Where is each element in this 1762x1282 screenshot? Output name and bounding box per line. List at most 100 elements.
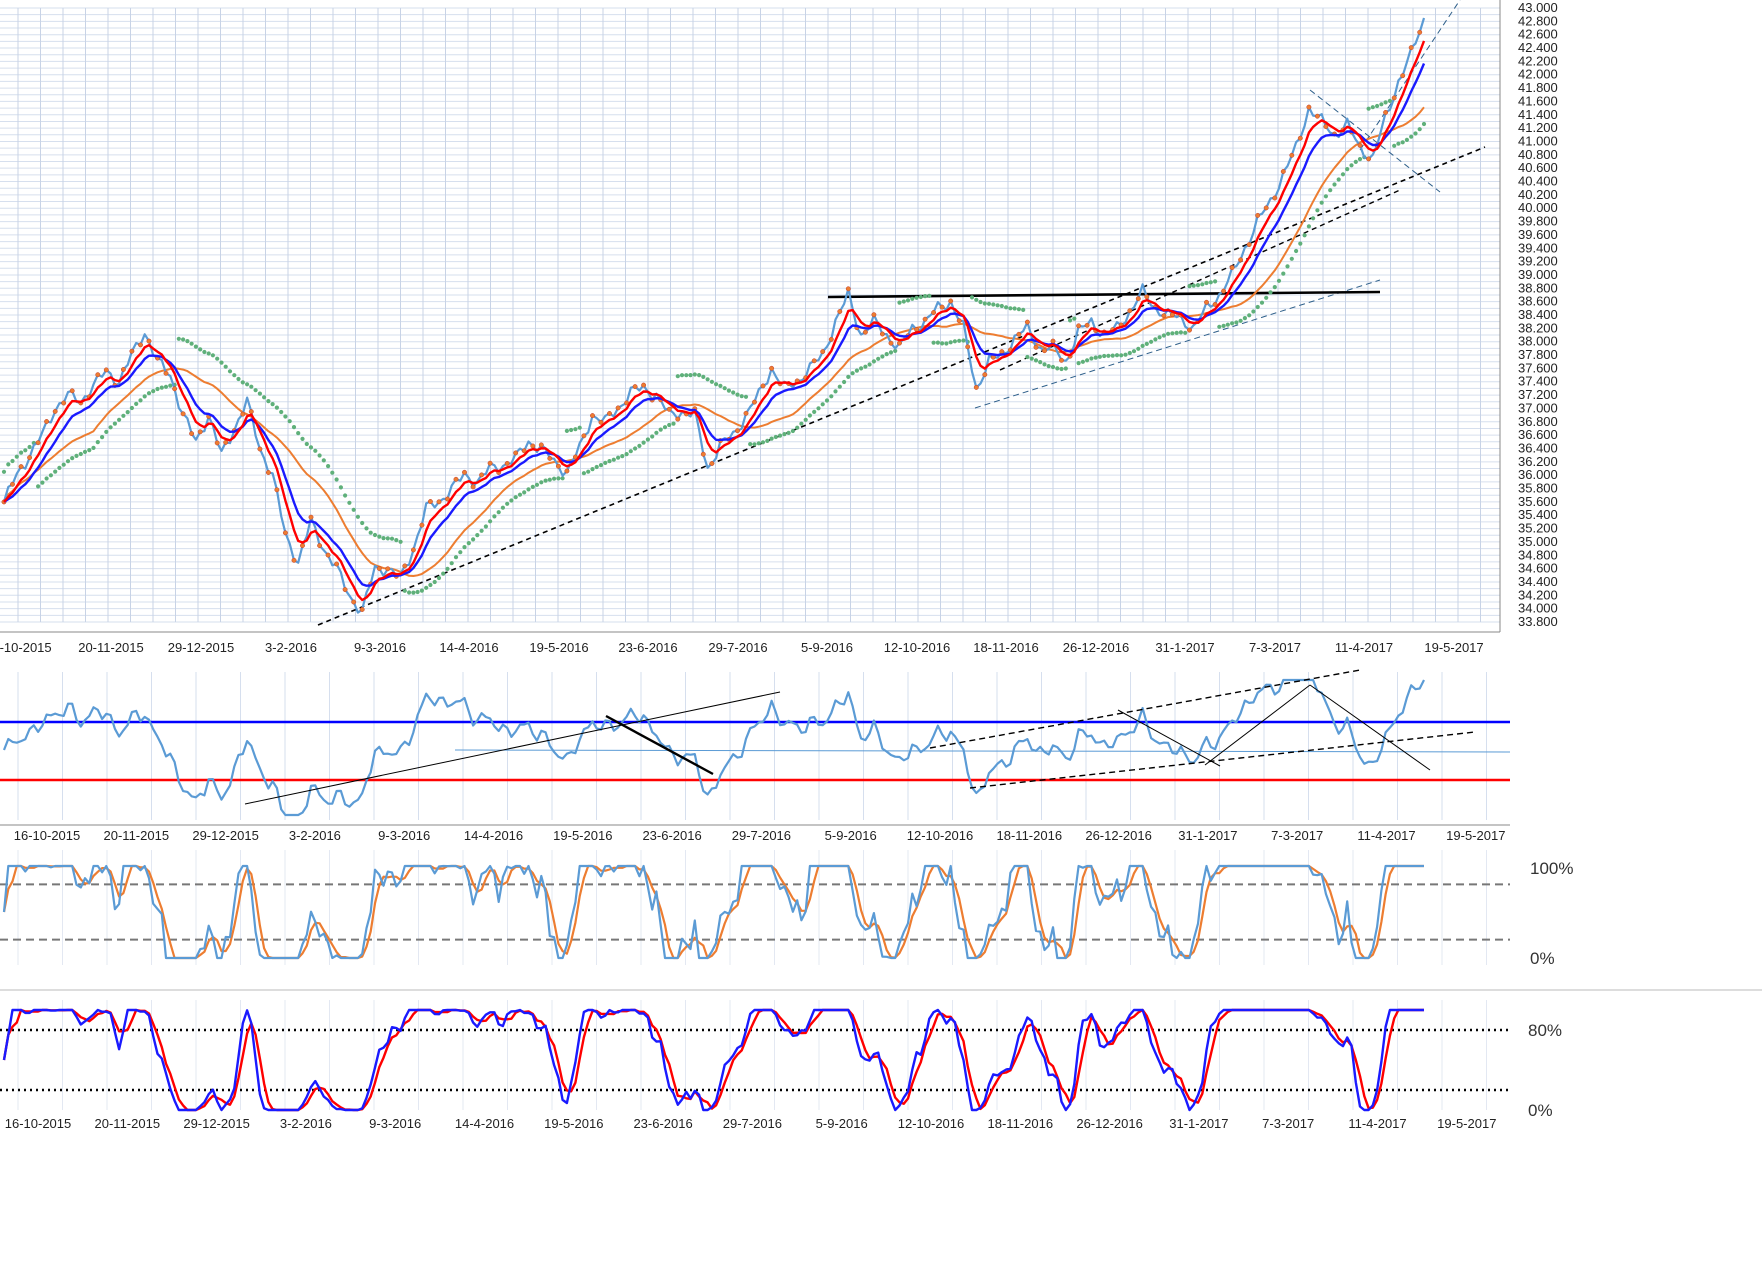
y-tick-label: 35.400 — [1518, 507, 1558, 522]
price-marker — [1400, 73, 1406, 79]
sar-dot — [726, 388, 732, 393]
sar-dot — [1059, 366, 1064, 372]
sar-dot — [415, 589, 420, 595]
sar-dot — [918, 294, 923, 300]
x-tick-label: 19-5-2017 — [1437, 1116, 1496, 1131]
price-marker — [1357, 142, 1363, 148]
sar-dot — [1345, 167, 1350, 172]
osc-trend-3 — [929, 669, 1361, 749]
sar-dot — [364, 526, 369, 531]
price-marker — [240, 411, 246, 417]
sar-dot — [1131, 349, 1137, 354]
sar-dot — [91, 445, 96, 450]
sar-dot — [279, 409, 284, 415]
sar-dot — [522, 490, 527, 495]
price-marker — [590, 413, 595, 419]
sar-dot — [564, 428, 570, 433]
sar-dot — [19, 450, 24, 455]
sar-dot — [662, 425, 668, 430]
price-marker — [479, 472, 485, 478]
x-tick-label: 11-4-2017 — [1348, 1116, 1406, 1131]
price-marker — [1212, 301, 1218, 307]
y-tick-label: 34.600 — [1518, 561, 1558, 576]
sar-dot — [151, 389, 156, 394]
trendline-lower — [974, 279, 1381, 409]
sar-dot — [215, 356, 220, 361]
price-marker — [811, 358, 817, 364]
sar-dot — [223, 364, 228, 369]
sar-dot — [714, 382, 719, 387]
sar-dot — [266, 399, 271, 404]
y-tick-label: 42.000 — [1518, 67, 1558, 82]
sar-dot — [1178, 330, 1183, 335]
sar-dot — [1161, 333, 1166, 338]
sar-dot — [27, 444, 32, 450]
price-marker — [1255, 212, 1261, 218]
sar-dot — [833, 389, 838, 394]
sar-dot — [10, 458, 15, 464]
price-marker — [700, 451, 706, 457]
sar-dot — [1166, 331, 1171, 336]
sar-dot — [402, 588, 407, 593]
sar-dot — [739, 394, 744, 399]
sar-dot — [313, 448, 318, 453]
price-marker — [666, 406, 672, 412]
sar-dot — [1102, 353, 1107, 359]
sar-dot — [846, 374, 851, 379]
price-marker — [1263, 205, 1269, 211]
price-marker — [1135, 296, 1141, 302]
sar-dot — [449, 561, 454, 566]
price-marker — [931, 310, 937, 315]
sar-dot — [556, 476, 561, 481]
sar-dot — [837, 384, 842, 389]
price-marker — [547, 455, 553, 461]
y-tick-label: 38.400 — [1518, 307, 1558, 322]
y-tick-label: 41.800 — [1518, 80, 1558, 95]
sar-dot — [475, 533, 480, 538]
sar-dot — [1119, 353, 1124, 358]
sar-dot — [888, 350, 894, 355]
sar-dot — [590, 467, 595, 472]
sar-dot — [1187, 284, 1192, 289]
sar-dot — [637, 443, 642, 448]
trendline-support — [317, 146, 1486, 626]
sar-dot — [709, 379, 715, 384]
parabolic-sar-dots — [1, 98, 1427, 595]
price-marker — [598, 419, 604, 425]
sar-dot — [304, 441, 309, 447]
sar-dot — [155, 386, 160, 392]
y-tick-label: 42.200 — [1518, 53, 1558, 68]
sar-dot — [240, 380, 245, 385]
sar-dot — [778, 433, 783, 438]
sar-dot — [419, 588, 424, 593]
price-marker — [675, 416, 681, 422]
sar-dot — [1204, 280, 1209, 286]
sar-dot — [616, 455, 621, 460]
price-marker — [1297, 135, 1303, 141]
sar-dot — [227, 369, 233, 374]
sar-dot — [479, 528, 484, 533]
y-tick-label: 35.200 — [1518, 521, 1558, 536]
x-tick-label: 18-11-2016 — [973, 640, 1039, 655]
sar-dot — [611, 457, 616, 462]
sar-dot — [620, 454, 625, 459]
sar-dot — [731, 390, 736, 395]
x-tick-label: 9-3-2016 — [378, 828, 430, 843]
sar-dot — [1268, 290, 1273, 295]
sar-dot — [121, 413, 126, 418]
sar-dot — [441, 571, 446, 576]
sar-dot — [274, 405, 279, 410]
sar-dot — [1038, 360, 1043, 365]
sar-dot — [338, 485, 343, 490]
stoch2-d-line — [2, 1008, 1424, 1112]
sar-dot — [995, 303, 1000, 308]
price-marker — [871, 312, 877, 318]
sar-dot — [961, 338, 966, 343]
osc-trend-4 — [969, 731, 1476, 789]
x-tick-label: 7-3-2017 — [1249, 640, 1301, 655]
sar-dot — [692, 372, 697, 377]
sar-dot — [372, 532, 378, 538]
y-tick-label: 42.600 — [1518, 27, 1558, 42]
sar-dot — [505, 501, 510, 506]
